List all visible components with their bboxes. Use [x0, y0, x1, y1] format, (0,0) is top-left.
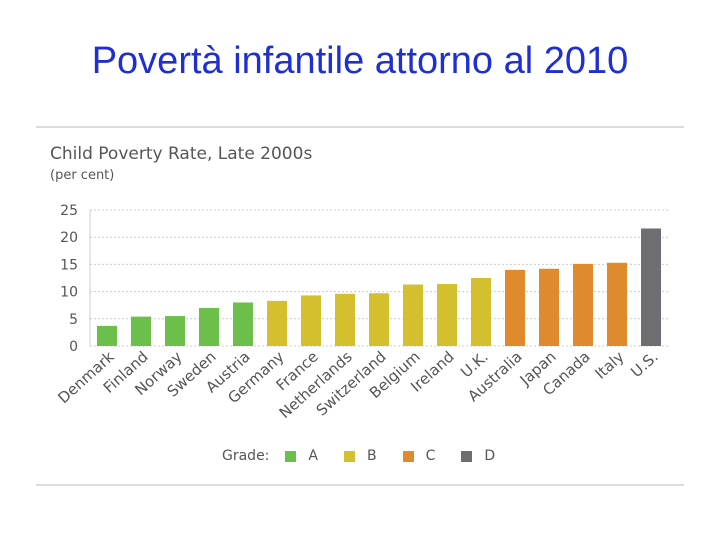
legend-title: Grade:: [222, 448, 270, 464]
bar-u-k: [471, 278, 491, 346]
bar-netherlands: [335, 293, 355, 346]
legend-item-d: D: [461, 448, 495, 464]
y-tick-label-0: 0: [69, 339, 78, 355]
bar-finland: [131, 316, 151, 346]
y-tick-label-15: 15: [60, 257, 78, 273]
bar-chart: 0510152025DenmarkFinlandNorwaySwedenAust…: [54, 203, 668, 422]
bar-switzerland: [369, 293, 389, 346]
bar-austria: [233, 302, 253, 346]
bar-ireland: [437, 283, 457, 346]
legend-label-d: D: [484, 448, 496, 464]
bar-u-s: [641, 228, 661, 346]
bar-norway: [165, 316, 185, 346]
y-tick-label-25: 25: [60, 203, 78, 219]
bar-germany: [267, 300, 287, 346]
chart-container: Child Poverty Rate, Late 2000s (per cent…: [36, 126, 684, 486]
bar-italy: [607, 262, 627, 346]
grade-legend: Grade: A B C D: [222, 446, 521, 466]
legend-item-a: A: [285, 448, 318, 464]
y-tick-label-10: 10: [60, 285, 78, 301]
bar-japan: [539, 268, 559, 346]
legend-item-c: C: [402, 448, 436, 464]
x-tick-label-italy: Italy: [591, 348, 627, 383]
legend-swatch-d: [461, 450, 473, 462]
bar-canada: [573, 263, 593, 346]
bar-australia: [505, 269, 525, 346]
legend-label-a: A: [308, 448, 318, 464]
bar-sweden: [199, 307, 219, 346]
legend-swatch-c: [402, 450, 414, 462]
legend-label-b: B: [366, 448, 377, 464]
legend-label-c: C: [425, 448, 436, 464]
y-axis-unit-label: (per cent): [50, 168, 115, 183]
legend-swatch-b: [343, 450, 355, 462]
y-tick-label-5: 5: [69, 312, 78, 328]
bar-belgium: [403, 284, 423, 346]
bar-france: [301, 295, 321, 346]
legend-item-b: B: [343, 448, 377, 464]
legend-swatch-a: [285, 450, 297, 462]
x-tick-label-u-s: U.S.: [627, 348, 661, 381]
chart-title: Child Poverty Rate, Late 2000s: [50, 144, 313, 164]
slide-title: Povertà infantile attorno al 2010: [91, 40, 629, 82]
bar-denmark: [97, 325, 117, 346]
y-tick-label-20: 20: [60, 230, 78, 246]
